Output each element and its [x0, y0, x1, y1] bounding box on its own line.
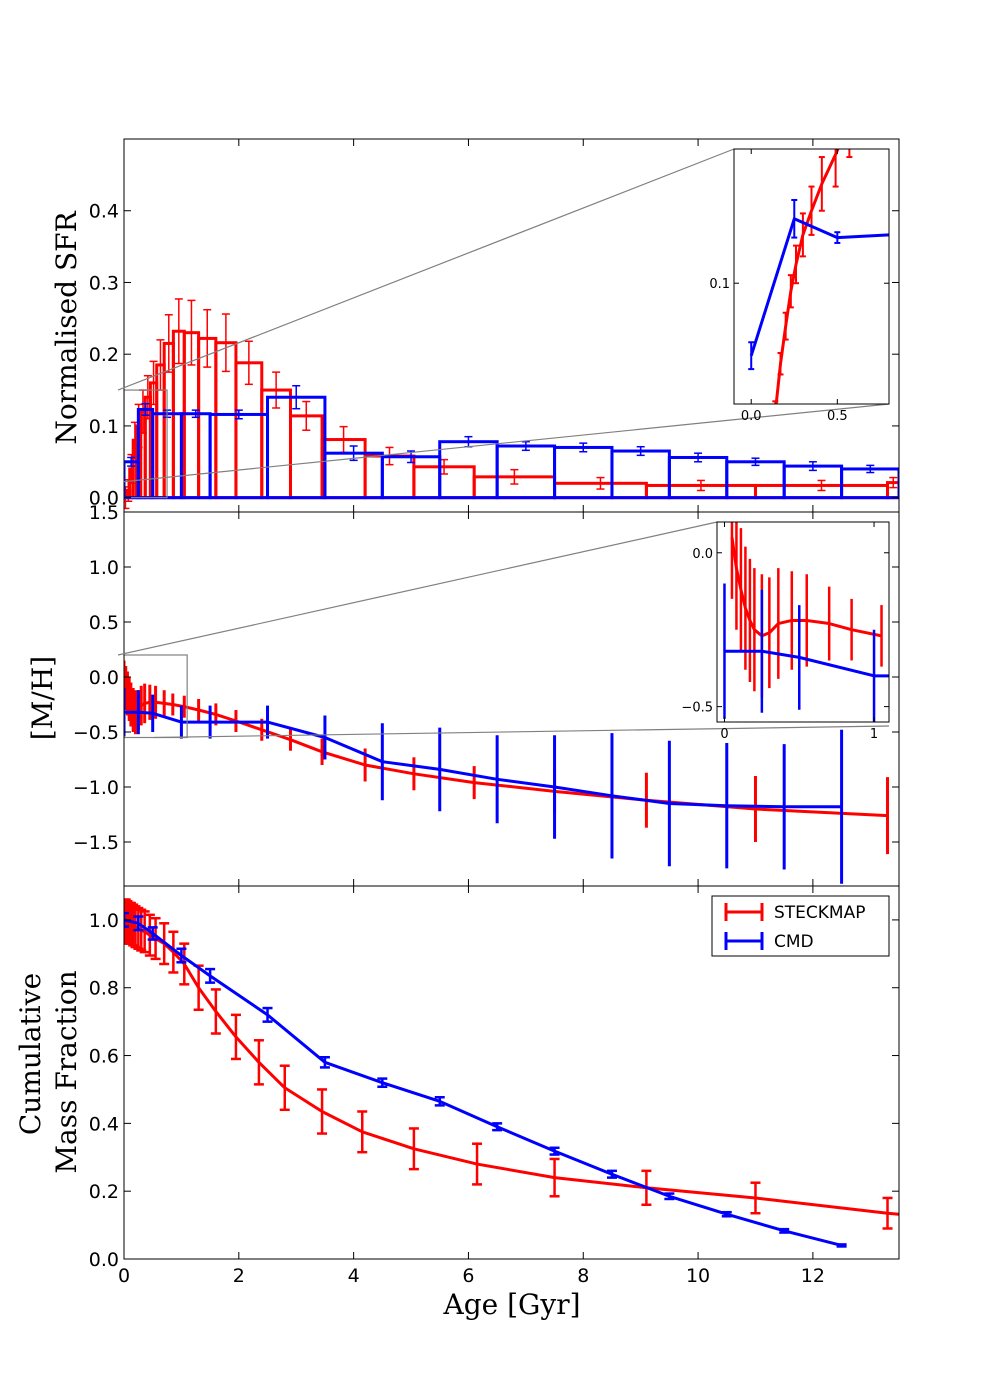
cumulative-xtick-label-5: 10	[686, 1265, 710, 1287]
metallicity-ytick-label-4: 0.5	[89, 612, 119, 634]
sfr-inset-cmd-line	[749, 217, 889, 357]
metallicity-inset-background	[717, 522, 889, 722]
cumulative-ytick-label-1: 0.2	[89, 1181, 119, 1203]
cumulative-xtick-label-1: 2	[233, 1265, 245, 1287]
cumulative-plot-area	[124, 898, 899, 1248]
metallicity-ytick-label-3: 0.0	[89, 667, 119, 689]
metallicity-ylabel: [M/H]	[26, 656, 59, 740]
sfr-cmd-bar-12	[667, 455, 729, 500]
cumulative-ytick-label-2: 0.4	[89, 1113, 119, 1135]
metallicity-cmd-line	[124, 710, 842, 809]
sfr-zoom-connector-bottom	[123, 403, 890, 483]
cumulative-xtick-label-4: 8	[577, 1265, 589, 1287]
cumulative-xtick-label-3: 6	[462, 1265, 474, 1287]
sfr-ytick-label-4: 0.4	[89, 201, 119, 223]
sfr-zoom-connector-top	[117, 148, 735, 391]
cumulative-xtick-label-6: 12	[801, 1265, 825, 1287]
sfr-ytick-label-3: 0.3	[89, 272, 119, 294]
metallicity-ytick-label-5: 1.0	[89, 557, 119, 579]
sfr-ylabel: Normalised SFR	[50, 210, 83, 444]
sfr-cmd-bar-4	[208, 412, 270, 500]
metallicity-inset-frame	[716, 521, 890, 723]
legend-frame	[711, 895, 890, 957]
cumulative-xtick-label-2: 4	[348, 1265, 360, 1287]
sfr-cmd-bar-9	[495, 444, 557, 500]
metallicity-inset-xtick-label-0: 0	[720, 727, 728, 742]
sfr-cmd-bar-10	[553, 445, 614, 500]
cumulative-ytick-label-3: 0.6	[89, 1046, 119, 1068]
sfr-inset-ytick-label-0: 0.1	[709, 277, 730, 292]
cumulative-ytick-label-4: 0.8	[89, 978, 119, 1000]
sfr-plot-area	[124, 298, 899, 510]
sfr-inset-frame	[733, 148, 890, 405]
legend: STECKMAP CMD	[711, 895, 890, 957]
sfr-cmd-bar-5	[266, 395, 327, 500]
cumulative-ytick-label-5: 1.0	[89, 910, 119, 932]
sfr-cmd-bar-8	[438, 440, 499, 500]
legend-swatch-cmd	[724, 932, 764, 950]
cumulative-steckmap-line	[124, 918, 899, 1216]
cumulative-xtick-label-0: 0	[118, 1265, 130, 1287]
metallicity-ytick-label-1: −1.0	[73, 777, 119, 799]
sfr-inset-steckmap-line	[774, 149, 840, 404]
cumulative-frame	[123, 885, 900, 1260]
sfr-ytick-label-1: 0.1	[89, 416, 119, 438]
metallicity-zoom-connector-bottom	[153, 725, 890, 739]
cumulative-ytick-label-0: 0.0	[89, 1249, 119, 1271]
sfr-inset-plot-area	[748, 149, 889, 404]
metallicity-inset-ytick-label-1: −0.5	[681, 701, 713, 716]
metallicity-inset-plot-area	[723, 522, 889, 722]
sfr-ytick-label-0: 0.0	[89, 488, 119, 510]
sfr-inset-xtick-label-0: 0.0	[741, 409, 762, 424]
legend-label-steckmap: STECKMAP	[774, 903, 865, 923]
cumulative-ylabel-line1: Cumulative	[14, 973, 47, 1135]
metallicity-inset-ytick-label-0: 0.0	[692, 547, 713, 562]
sfr-cmd-bar-11	[610, 449, 671, 500]
metallicity-plot-area	[124, 654, 890, 884]
cumulative-cmd-line	[124, 918, 842, 1247]
sfr-ytick-label-2: 0.2	[89, 344, 119, 366]
metallicity-ytick-label-6: 1.5	[89, 502, 119, 524]
metallicity-ytick-label-0: −1.5	[73, 832, 119, 854]
sfr-inset-xtick-label-1: 0.5	[827, 409, 848, 424]
legend-label-cmd: CMD	[774, 932, 814, 952]
metallicity-inset-xtick-label-1: 1	[870, 727, 878, 742]
sfr-zoom-box	[124, 389, 168, 499]
metallicity-zoom-connector-top	[117, 521, 718, 656]
x-axis-label: Age [Gyr]	[442, 1288, 580, 1321]
cumulative-ylabel-line2: Mass Fraction	[50, 970, 83, 1173]
metallicity-ytick-label-2: −0.5	[73, 722, 119, 744]
legend-swatch-steckmap	[724, 903, 764, 921]
